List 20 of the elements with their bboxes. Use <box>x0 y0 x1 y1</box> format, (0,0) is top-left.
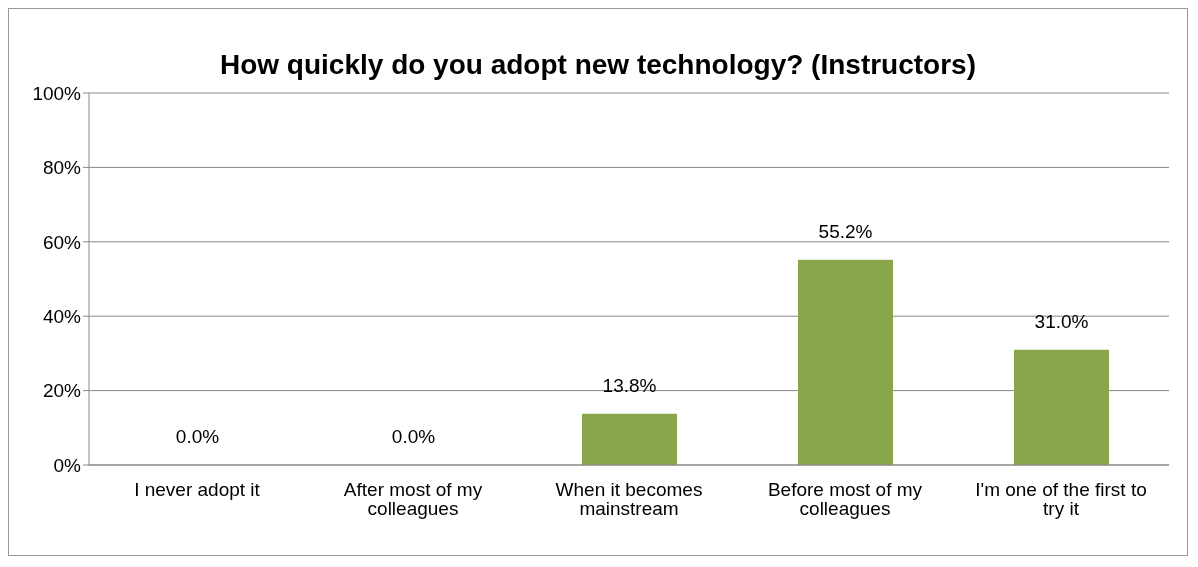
x-tick-label: I never adopt it <box>134 479 261 501</box>
data-label: 0.0% <box>391 425 436 447</box>
x-tick-label: Before most of my colleagues <box>767 479 923 520</box>
data-label: 55.2% <box>818 220 873 242</box>
y-tick-label: 60% <box>42 231 82 253</box>
y-tick-label: 100% <box>32 82 82 104</box>
data-label: 0.0% <box>175 425 220 447</box>
bar <box>582 413 677 465</box>
x-tick-label: When it becomes mainstream <box>555 479 703 520</box>
bar <box>798 259 893 465</box>
x-tick-label: After most of my colleagues <box>343 479 483 520</box>
x-tick-label: I'm one of the first to try it <box>975 479 1147 520</box>
bar <box>1014 349 1109 465</box>
y-tick-label: 0% <box>53 454 82 476</box>
data-label: 13.8% <box>602 374 657 396</box>
y-tick-label: 80% <box>42 157 82 179</box>
y-tick-label: 40% <box>42 305 82 327</box>
y-tick-label: 20% <box>42 380 82 402</box>
data-label: 31.0% <box>1034 310 1089 332</box>
chart-title: How quickly do you adopt new technology? (Instructors) <box>219 49 977 80</box>
